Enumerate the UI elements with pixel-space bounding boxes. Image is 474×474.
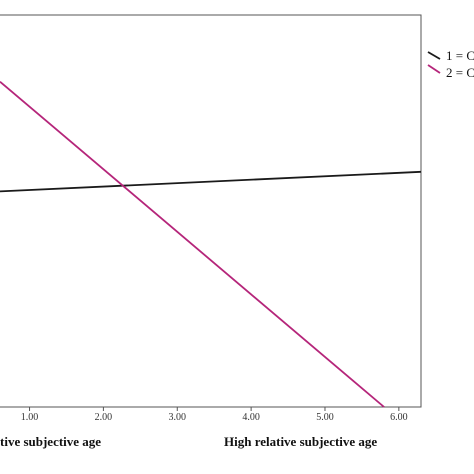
plot-frame [0,14,422,408]
legend-item-1: 1 = C [427,48,474,63]
x-tick-label-2: 2.00 [95,412,113,423]
legend-label-1: 1 = C [446,48,474,63]
x-caption-high: High relative subjective age [224,434,377,449]
x-tick-label-1: 1.00 [21,412,39,423]
legend-swatch-2 [427,64,441,74]
x-caption-low: tive subjective age [0,434,101,449]
legend: 1 = C 2 = C [427,48,474,80]
series-line-1 [0,170,422,193]
series-layer [0,80,422,408]
x-tick-label-6: 6.00 [390,412,408,423]
x-tick-label-4: 4.00 [242,412,260,423]
x-tick-label-5: 5.00 [316,412,334,423]
legend-item-2: 2 = C [427,64,474,80]
legend-label-2: 2 = C [446,65,474,80]
x-axis-ticks: 1.00 2.00 3.00 4.00 5.00 6.00 [21,407,408,423]
series-line-2 [0,80,385,408]
x-tick-label-3: 3.00 [169,412,187,423]
legend-swatch-1 [427,51,441,60]
